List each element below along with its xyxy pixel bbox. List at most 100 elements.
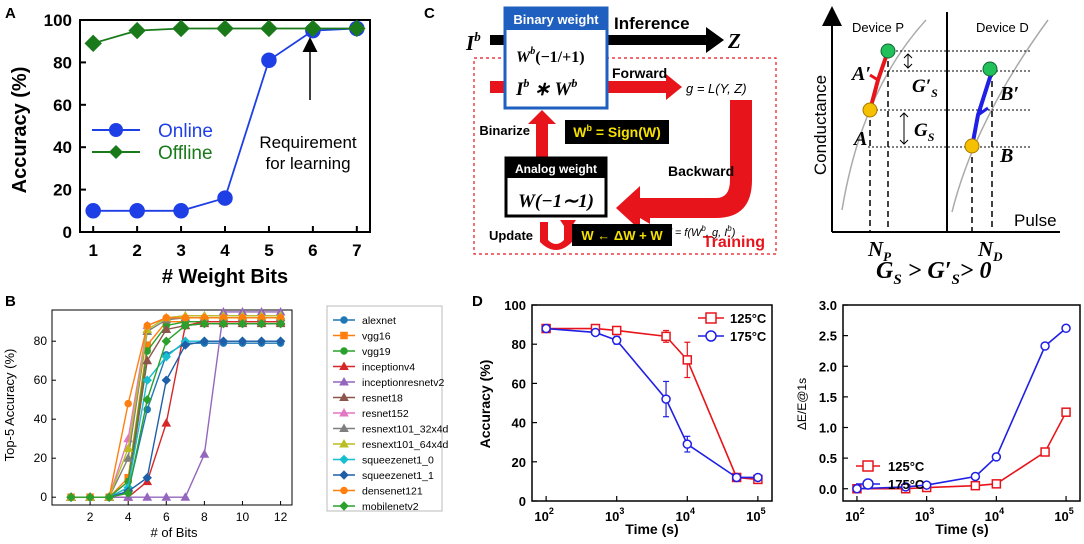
chart-a-xtick-label: 1: [88, 241, 97, 260]
b-prime-label: B′: [999, 83, 1019, 105]
chartDR-point-175: [900, 482, 911, 492]
chartDL-xtick-label: 103: [605, 506, 624, 524]
chart-b-legend-label-resnet152: resnet152: [362, 408, 409, 420]
chart-b-point-mobilenetv2: [256, 318, 267, 329]
conductance-label: Conductance: [811, 75, 830, 175]
training-label: Training: [703, 234, 765, 251]
forward-label: Forward: [612, 65, 667, 81]
chart-b-legend: alexnet vgg16 vgg19 inceptionv4 inceptionres…: [333, 315, 449, 513]
chart-b-line-squeezenet1_0: [71, 340, 281, 498]
device-p-branch: [869, 73, 879, 82]
chartDR-ytick-label: 1.0: [819, 421, 837, 436]
update-label: Update: [489, 228, 533, 243]
chart-a-xtick-label: 6: [308, 241, 317, 260]
a-label: A: [852, 128, 867, 150]
chart-b-line-squeezenet1_1: [71, 340, 281, 498]
chartDL-ytick-label: 100: [504, 298, 526, 313]
pulse-label: Pulse: [1014, 211, 1057, 230]
z-symbol: Z: [727, 29, 741, 53]
chart-a-xtick-label: 5: [264, 241, 273, 260]
chart-b-xlabel: # of Bits: [151, 525, 198, 540]
forward-arrow-head: [666, 74, 682, 100]
gs-double-arrow: [899, 112, 909, 145]
chart-a-ytick-label: 80: [53, 53, 72, 72]
chart-b-ytick-label: 60: [34, 373, 48, 387]
chart-b-xtick-label: 4: [125, 510, 132, 524]
update-loop-head: [560, 220, 576, 232]
chartDL-point-125: [682, 355, 693, 365]
chart-b-line-densenet121: [71, 317, 281, 498]
sign-equation-box: [565, 120, 669, 144]
binary-weight-value: Wb(−1/+1): [516, 46, 585, 66]
chart-b-point-inceptionresnetv2: [199, 449, 210, 458]
chart-a-point-offline: [216, 19, 234, 38]
chartDR-point-175: [970, 471, 981, 482]
chartDR-ytick-label: 2.5: [819, 329, 837, 344]
chart-b-point-mobilenetv2: [199, 318, 210, 329]
chartDR-point-175: [921, 480, 932, 490]
chart-b-legend-marker-vgg16: [340, 331, 348, 340]
chart-b-legend-marker-vgg19: [340, 347, 348, 355]
chart-b-point-squeezenet1_1: [199, 336, 210, 346]
nd-label: ND: [977, 237, 1003, 264]
training-box: [473, 57, 777, 255]
chart-b-line-resnext101_32x4d: [71, 317, 281, 498]
update-equation: W ← ΔW + W: [581, 228, 663, 243]
chart-b-point-mobilenetv2: [275, 318, 286, 329]
chart-b-legend-label-alexnet: alexnet: [362, 315, 396, 327]
chart-a-ytick-label: 20: [53, 181, 72, 200]
chart-b-line-vgg19: [71, 321, 281, 498]
chart-b-legend-label-vgg19: vgg19: [362, 346, 391, 358]
chart-a-point-offline: [172, 19, 190, 38]
chart-a: 0 20 40 60 80 100 1 2 3 4 5 6 7 Accuracy (%) # Weig…: [9, 11, 371, 288]
gs-prime-double-arrow: [903, 53, 913, 69]
legend-online-label: Online: [158, 121, 213, 142]
chart-b-point-mobilenetv2: [237, 318, 248, 329]
chartDL-point-125: [661, 331, 671, 342]
panel-label-b: B: [5, 293, 16, 310]
panel-label-c: C: [424, 5, 435, 22]
chart-b-point-resnet18: [142, 355, 153, 365]
chart-a-point-offline: [128, 21, 146, 40]
chartDR-xtick-label: 104: [985, 506, 1004, 524]
chart-d-right-legend: 125°C 175°C: [856, 459, 925, 492]
chart-a-xtick-label: 3: [176, 241, 185, 260]
binarize-arrow-head: [528, 110, 556, 124]
device-diagram: Conductance Pulse Device P Device D A′: [811, 6, 1060, 288]
chart-a-ytick-label: 60: [53, 96, 72, 115]
chart-b-point-inceptionresnetv2: [142, 492, 153, 501]
chart-a-point-offline: [260, 19, 278, 38]
chartDL-xtick-label: 102: [534, 506, 553, 524]
analog-weight-value: W(−1∼1): [518, 191, 594, 212]
chart-d-right-frame: [842, 304, 1081, 502]
chart-a-point-online: [129, 203, 145, 219]
chartDL-point-175: [753, 472, 763, 483]
ib-symbol: Ib: [465, 29, 481, 55]
chart-b-point-mobilenetv2: [180, 320, 191, 331]
chart-b-legend-marker-squeezenet1_0: [339, 454, 349, 465]
chart-b-xtick-label: 12: [274, 510, 288, 524]
chart-b-legend-marker-resnext101_32x4d: [339, 423, 349, 432]
dl-legend-175-marker: [705, 330, 717, 342]
chartDL-xtick-label: 105: [746, 506, 765, 524]
device-d-curve: [951, 19, 1049, 213]
legend-offline-label: Offline: [158, 143, 213, 164]
chart-b-point-resnext101_32x4d: [123, 453, 134, 462]
dr-legend-175-label: 175°C: [888, 477, 925, 492]
chart-b-point-squeezenet1_1: [161, 375, 171, 385]
binarize-label: Binarize: [479, 123, 530, 138]
chart-b-point-resnet18: [161, 324, 172, 333]
chart-d-left: 0 20 40 60 80 100 102 103 104 105 Accuracy (%) T…: [477, 298, 773, 537]
dr-legend-125-label: 125°C: [888, 459, 925, 474]
chart-b-point-mobilenetv2: [66, 492, 76, 502]
chart-d-right-ylabel: ΔE/E@1s: [795, 378, 809, 430]
guide-lines: [868, 50, 1030, 148]
chartDR-ytick-label: 0.5: [819, 451, 837, 466]
chart-a-point-online: [217, 190, 233, 206]
chart-d-right-xlabel: Time (s): [935, 521, 988, 537]
inference-label: Inference: [614, 14, 690, 33]
ib-times-wb: Ib ∗ Wb: [515, 76, 577, 100]
chart-b-point-densenet121: [143, 321, 151, 330]
chart-b-legend-marker-densenet121: [340, 486, 348, 495]
